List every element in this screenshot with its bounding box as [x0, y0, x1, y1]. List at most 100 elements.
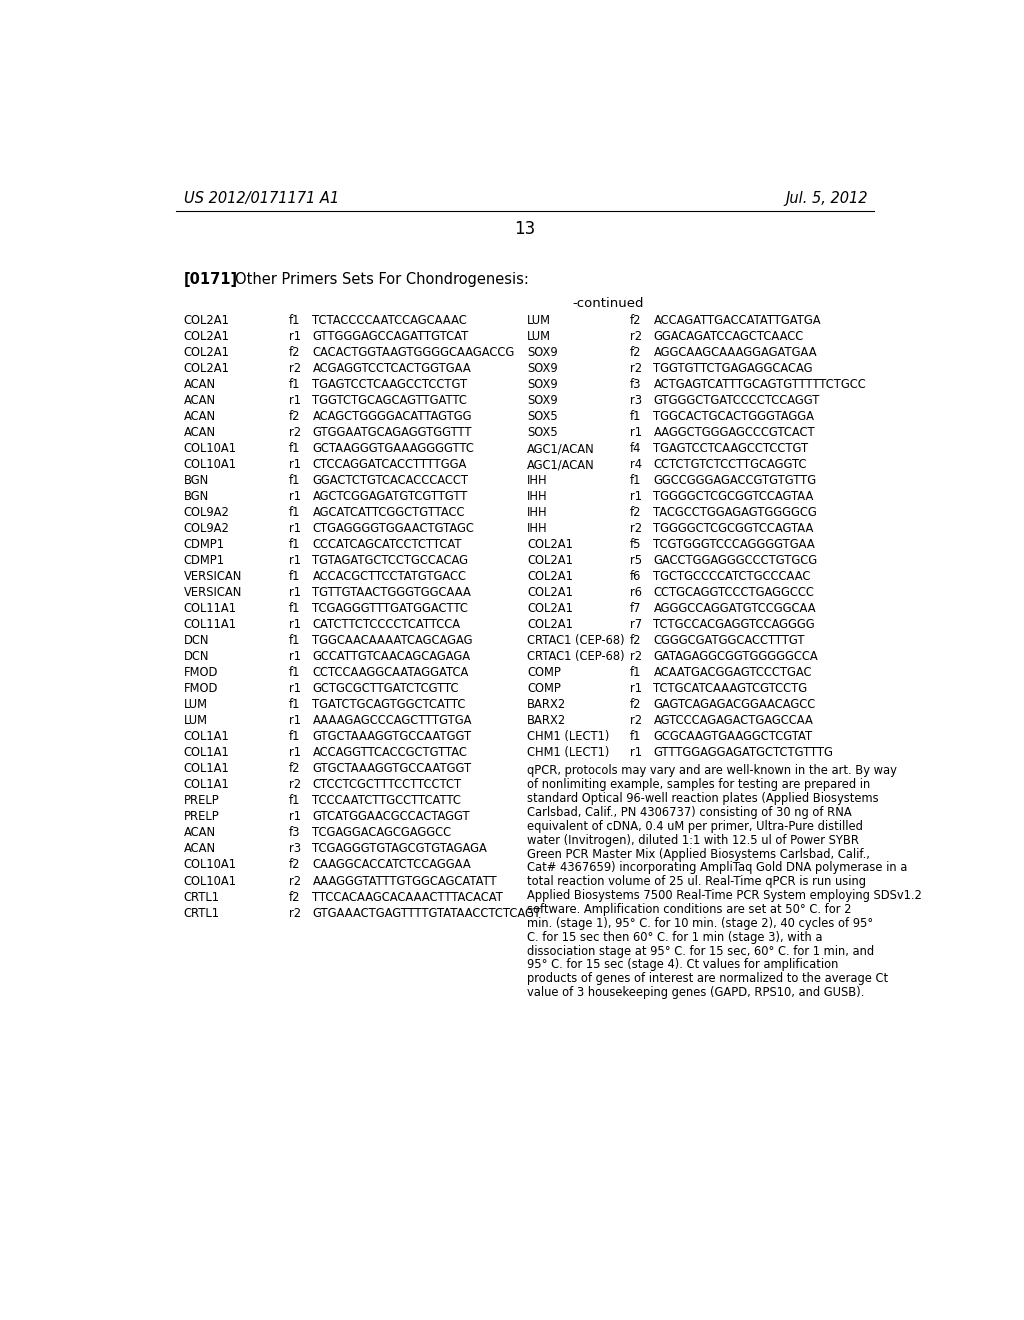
Text: BGN: BGN	[183, 474, 209, 487]
Text: f2: f2	[630, 506, 642, 519]
Text: r2: r2	[289, 426, 301, 440]
Text: CTCCTCGCTTTCCTTCCTCT: CTCCTCGCTTTCCTTCCTCT	[312, 779, 462, 792]
Text: GTGGGCTGATCCCCTCCAGGT: GTGGGCTGATCCCCTCCAGGT	[653, 395, 820, 407]
Text: r7: r7	[630, 618, 642, 631]
Text: CCTGCAGGTCCCTGAGGCCC: CCTGCAGGTCCCTGAGGCCC	[653, 586, 814, 599]
Text: r2: r2	[289, 907, 301, 920]
Text: r1: r1	[289, 395, 301, 407]
Text: f1: f1	[630, 411, 642, 422]
Text: SOX9: SOX9	[527, 395, 558, 407]
Text: r1: r1	[289, 586, 301, 599]
Text: ACAN: ACAN	[183, 378, 216, 391]
Text: COL10A1: COL10A1	[183, 858, 237, 871]
Text: AAGGCTGGGAGCCCGTCACT: AAGGCTGGGAGCCCGTCACT	[653, 426, 815, 440]
Text: COL2A1: COL2A1	[527, 618, 573, 631]
Text: GCTGCGCTTGATCTCGTTC: GCTGCGCTTGATCTCGTTC	[312, 682, 459, 696]
Text: US 2012/0171171 A1: US 2012/0171171 A1	[183, 191, 339, 206]
Text: ACAGCTGGGGACATTAGTGG: ACAGCTGGGGACATTAGTGG	[312, 411, 472, 422]
Text: AAAGGGTATTTGTGGCAGCATATT: AAAGGGTATTTGTGGCAGCATATT	[312, 875, 497, 887]
Text: COL1A1: COL1A1	[183, 779, 229, 792]
Text: r3: r3	[289, 842, 301, 855]
Text: SOX9: SOX9	[527, 378, 558, 391]
Text: VERSICAN: VERSICAN	[183, 570, 242, 583]
Text: GCTAAGGGTGAAAGGGGTTC: GCTAAGGGTGAAAGGGGTTC	[312, 442, 474, 455]
Text: COL10A1: COL10A1	[183, 442, 237, 455]
Text: f1: f1	[289, 635, 301, 647]
Text: CRTL1: CRTL1	[183, 907, 220, 920]
Text: COL2A1: COL2A1	[527, 539, 573, 552]
Text: DCN: DCN	[183, 651, 209, 663]
Text: TGCTGCCCCATCTGCCCAAC: TGCTGCCCCATCTGCCCAAC	[653, 570, 811, 583]
Text: COL9A2: COL9A2	[183, 523, 229, 535]
Text: ACAN: ACAN	[183, 411, 216, 422]
Text: CTCCAGGATCACCTTTTGGA: CTCCAGGATCACCTTTTGGA	[312, 458, 467, 471]
Text: CATCTTCTCCCCTCATTCCA: CATCTTCTCCCCTCATTCCA	[312, 618, 461, 631]
Text: qPCR, protocols may vary and are well-known in the art. By way: qPCR, protocols may vary and are well-kn…	[527, 764, 897, 777]
Text: GTGCTAAAGGTGCCAATGGT: GTGCTAAAGGTGCCAATGGT	[312, 763, 472, 775]
Text: ACAN: ACAN	[183, 826, 216, 840]
Text: GTGAAACTGAGTTTTGTATAACCTCTCAGT: GTGAAACTGAGTTTTGTATAACCTCTCAGT	[312, 907, 541, 920]
Text: COL1A1: COL1A1	[183, 730, 229, 743]
Text: TACGCCTGGAGAGTGGGGCG: TACGCCTGGAGAGTGGGGCG	[653, 506, 817, 519]
Text: GGACAGATCCAGCTCAACC: GGACAGATCCAGCTCAACC	[653, 330, 804, 343]
Text: COL10A1: COL10A1	[183, 458, 237, 471]
Text: LUM: LUM	[183, 714, 208, 727]
Text: 13: 13	[514, 220, 536, 238]
Text: r1: r1	[630, 490, 642, 503]
Text: min. (stage 1), 95° C. for 10 min. (stage 2), 40 cycles of 95°: min. (stage 1), 95° C. for 10 min. (stag…	[527, 917, 873, 929]
Text: Green PCR Master Mix (Applied Biosystems Carlsbad, Calif.,: Green PCR Master Mix (Applied Biosystems…	[527, 847, 870, 861]
Text: SOX9: SOX9	[527, 346, 558, 359]
Text: TGGGGCTCGCGGTCCAGTAA: TGGGGCTCGCGGTCCAGTAA	[653, 490, 814, 503]
Text: f5: f5	[630, 539, 642, 552]
Text: TGATCTGCAGTGGCTCATTC: TGATCTGCAGTGGCTCATTC	[312, 698, 466, 711]
Text: f3: f3	[630, 378, 642, 391]
Text: Carlsbad, Calif., PN 4306737) consisting of 30 ng of RNA: Carlsbad, Calif., PN 4306737) consisting…	[527, 807, 852, 818]
Text: r4: r4	[630, 458, 642, 471]
Text: f2: f2	[630, 635, 642, 647]
Text: COMP: COMP	[527, 667, 561, 680]
Text: COL10A1: COL10A1	[183, 875, 237, 887]
Text: ACCAGATTGACCATATTGATGA: ACCAGATTGACCATATTGATGA	[653, 314, 821, 327]
Text: COL2A1: COL2A1	[183, 314, 229, 327]
Text: PRELP: PRELP	[183, 795, 219, 808]
Text: GCGCAAGTGAAGGCTCGTAT: GCGCAAGTGAAGGCTCGTAT	[653, 730, 813, 743]
Text: TGAGTCCTCAAGCCTCCTGT: TGAGTCCTCAAGCCTCCTGT	[312, 378, 468, 391]
Text: r2: r2	[630, 714, 642, 727]
Text: f2: f2	[630, 698, 642, 711]
Text: f1: f1	[289, 314, 301, 327]
Text: f1: f1	[289, 795, 301, 808]
Text: COL2A1: COL2A1	[183, 362, 229, 375]
Text: ACAN: ACAN	[183, 842, 216, 855]
Text: -continued: -continued	[572, 297, 644, 310]
Text: total reaction volume of 25 ul. Real-Time qPCR is run using: total reaction volume of 25 ul. Real-Tim…	[527, 875, 866, 888]
Text: ACCACGCTTCCTATGTGACC: ACCACGCTTCCTATGTGACC	[312, 570, 467, 583]
Text: GACCTGGAGGGCCCTGTGCG: GACCTGGAGGGCCCTGTGCG	[653, 554, 817, 568]
Text: CHM1 (LECT1): CHM1 (LECT1)	[527, 730, 609, 743]
Text: GGCCGGGAGACCGTGTGTTG: GGCCGGGAGACCGTGTGTTG	[653, 474, 816, 487]
Text: COL1A1: COL1A1	[183, 746, 229, 759]
Text: LUM: LUM	[183, 698, 208, 711]
Text: C. for 15 sec then 60° C. for 1 min (stage 3), with a: C. for 15 sec then 60° C. for 1 min (sta…	[527, 931, 822, 944]
Text: f3: f3	[289, 826, 301, 840]
Text: f1: f1	[630, 474, 642, 487]
Text: CACACTGGTAAGTGGGGCAAGACCG: CACACTGGTAAGTGGGGCAAGACCG	[312, 346, 515, 359]
Text: AGCATCATTCGGCTGTTACC: AGCATCATTCGGCTGTTACC	[312, 506, 465, 519]
Text: TCGAGGGTGTAGCGTGTAGAGA: TCGAGGGTGTAGCGTGTAGAGA	[312, 842, 487, 855]
Text: GGACTCTGTCACACCCACCT: GGACTCTGTCACACCCACCT	[312, 474, 468, 487]
Text: BARX2: BARX2	[527, 698, 566, 711]
Text: software. Amplification conditions are set at 50° C. for 2: software. Amplification conditions are s…	[527, 903, 852, 916]
Text: Cat# 4367659) incorporating AmpliTaq Gold DNA polymerase in a: Cat# 4367659) incorporating AmpliTaq Gol…	[527, 862, 907, 874]
Text: f2: f2	[289, 891, 301, 903]
Text: SOX9: SOX9	[527, 362, 558, 375]
Text: f1: f1	[289, 474, 301, 487]
Text: Jul. 5, 2012: Jul. 5, 2012	[785, 191, 868, 206]
Text: AGCTCGGAGATGTCGTTGTT: AGCTCGGAGATGTCGTTGTT	[312, 490, 468, 503]
Text: ACCAGGTTCACCGCTGTTAC: ACCAGGTTCACCGCTGTTAC	[312, 746, 467, 759]
Text: COMP: COMP	[527, 682, 561, 696]
Text: CDMP1: CDMP1	[183, 539, 225, 552]
Text: r2: r2	[630, 330, 642, 343]
Text: r6: r6	[630, 586, 642, 599]
Text: TCGTGGGTCCCAGGGGTGAA: TCGTGGGTCCCAGGGGTGAA	[653, 539, 815, 552]
Text: GTTGGGAGCCAGATTGTCAT: GTTGGGAGCCAGATTGTCAT	[312, 330, 469, 343]
Text: BGN: BGN	[183, 490, 209, 503]
